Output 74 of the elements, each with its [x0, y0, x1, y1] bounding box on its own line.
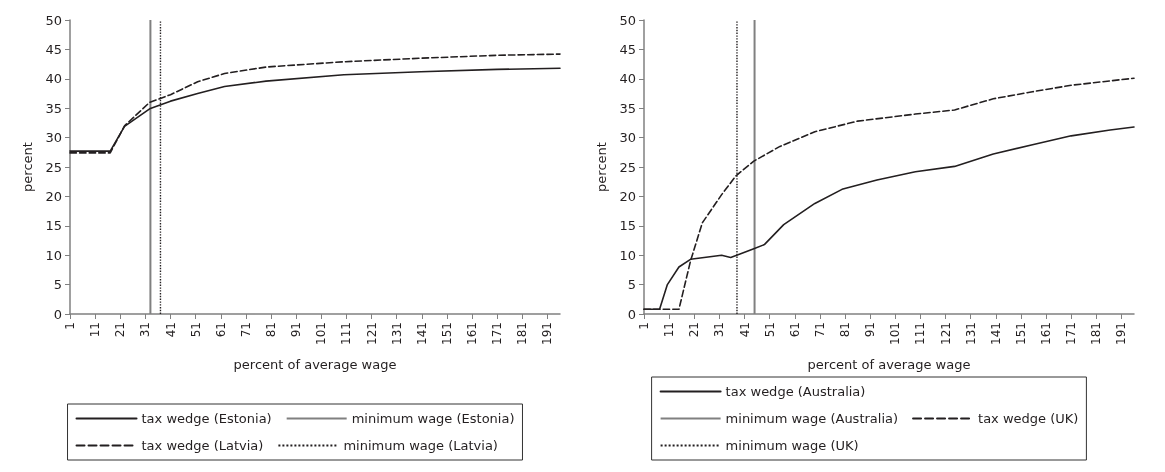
x-tick-label: 151 [439, 322, 454, 345]
y-tick-label: 20 [619, 188, 636, 204]
y-tick-label: 30 [619, 130, 636, 146]
y-tick-label: 0 [53, 306, 62, 322]
x-tick-label: 121 [938, 322, 953, 345]
x-tick-label: 121 [364, 322, 379, 345]
y-tick-label: 40 [45, 71, 62, 87]
legend-label: minimum wage (Latvia) [343, 438, 498, 453]
x-tick-label: 31 [712, 322, 727, 338]
x-tick-label: 171 [1064, 322, 1079, 345]
x-tick-label: 91 [289, 322, 304, 338]
y-tick-label: 20 [45, 188, 62, 204]
y-tick-label: 10 [619, 247, 636, 263]
y-tick-label: 10 [45, 247, 62, 263]
x-tick-label: 161 [465, 322, 480, 345]
x-tick-label: 51 [762, 322, 777, 338]
x-tick-label: 171 [490, 322, 505, 345]
x-tick-label: 131 [963, 322, 978, 345]
y-tick-label: 0 [627, 306, 636, 322]
x-tick-label: 51 [188, 322, 203, 338]
y-tick-label: 50 [619, 12, 636, 28]
x-tick-label: 71 [238, 322, 253, 338]
x-tick-label: 161 [1039, 322, 1054, 345]
legend-label: minimum wage (Estonia) [351, 411, 515, 426]
y-tick-label: 25 [45, 159, 62, 175]
y-axis-title: percent [20, 142, 35, 192]
x-axis-title: percent of average wage [807, 357, 971, 372]
y-tick-label: 25 [619, 159, 636, 175]
x-tick-label: 151 [1013, 322, 1028, 345]
x-tick-label: 91 [863, 322, 878, 338]
x-tick-label: 101 [888, 322, 903, 345]
x-tick-label: 1 [63, 322, 77, 330]
x-tick-label: 61 [213, 322, 228, 338]
legend-label: minimum wage (Australia) [725, 411, 899, 426]
x-tick-label: 101 [314, 322, 329, 345]
x-tick-label: 31 [138, 322, 153, 338]
y-tick-label: 40 [619, 71, 636, 87]
legend-label: minimum wage (UK) [725, 438, 859, 453]
y-tick-label: 15 [619, 218, 636, 234]
x-tick-label: 81 [264, 322, 279, 338]
x-tick-label: 111 [913, 322, 928, 345]
x-tick-label: 41 [737, 322, 752, 338]
x-tick-label: 181 [1089, 322, 1104, 345]
x-tick-label: 81 [838, 322, 853, 338]
y-tick-label: 45 [45, 41, 62, 57]
x-tick-label: 21 [113, 322, 128, 338]
y-tick-label: 5 [627, 277, 636, 293]
x-tick-label: 111 [339, 322, 354, 345]
y-tick-label: 50 [45, 12, 62, 28]
y-tick-label: 35 [45, 100, 62, 116]
x-tick-label: 141 [988, 322, 1003, 345]
x-tick-label: 41 [163, 322, 178, 338]
x-tick-label: 181 [515, 322, 530, 345]
x-tick-label: 191 [1114, 322, 1129, 345]
y-tick-label: 30 [45, 130, 62, 146]
legend-label: tax wedge (Estonia) [141, 411, 272, 426]
x-tick-label: 1 [637, 322, 651, 330]
legend-label: tax wedge (UK) [978, 411, 1079, 426]
legend-label: tax wedge (Latvia) [141, 438, 264, 453]
x-tick-label: 131 [389, 322, 404, 345]
y-tick-label: 45 [619, 41, 636, 57]
x-tick-label: 141 [414, 322, 429, 345]
y-tick-label: 35 [619, 100, 636, 116]
x-axis-title: percent of average wage [233, 357, 397, 372]
x-tick-label: 21 [687, 322, 702, 338]
x-tick-label: 11 [662, 322, 677, 338]
x-tick-label: 11 [88, 322, 103, 338]
y-tick-label: 5 [53, 277, 62, 293]
x-tick-label: 191 [540, 322, 555, 345]
y-axis-title: percent [594, 142, 609, 192]
x-tick-label: 61 [787, 322, 802, 338]
legend-label: tax wedge (Australia) [725, 384, 866, 399]
y-tick-label: 15 [45, 218, 62, 234]
x-tick-label: 71 [812, 322, 827, 338]
